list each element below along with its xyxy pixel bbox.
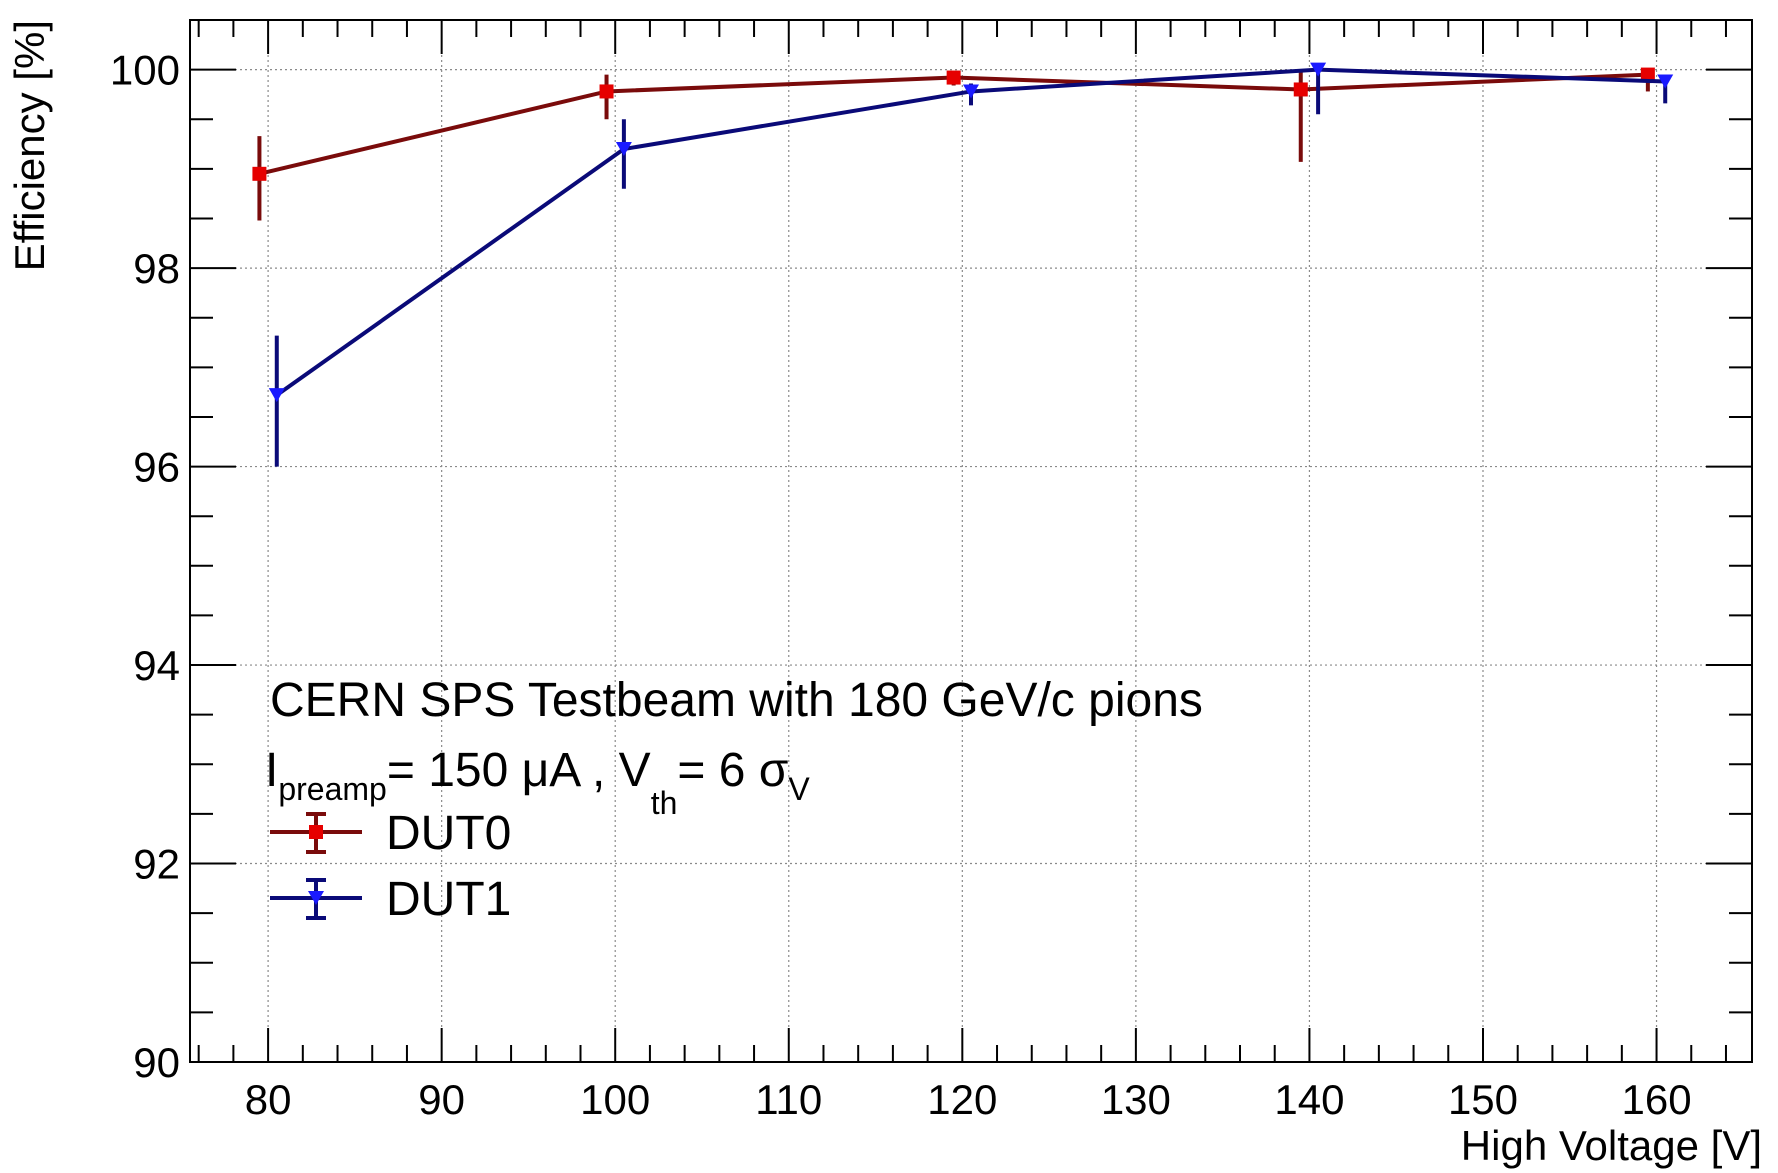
y-tick-label: 92: [133, 841, 180, 888]
tick-labels: 80 90 100 110 120 130 140 150 160 90 92 94 96 98 100: [110, 47, 1692, 1123]
annotation-line1: CERN SPS Testbeam with 180 GeV/c pions: [270, 674, 1203, 727]
series-line-dut0: [258, 72, 1648, 176]
y-axis-title: Efficiency [%]: [6, 20, 53, 271]
x-tick-label: 160: [1622, 1076, 1692, 1123]
x-tick-label: 90: [418, 1076, 465, 1123]
data-point-dut0: [946, 70, 961, 85]
data-point-dut1: [268, 388, 285, 403]
data-point-dut0: [1293, 82, 1308, 97]
plot-frame: [189, 19, 1753, 1063]
grid-lines: [190, 20, 1752, 1063]
annotation-V-sub: th: [651, 785, 678, 821]
data-point-dut0: [599, 84, 614, 99]
x-tick-label: 100: [580, 1076, 650, 1123]
x-tick-label: 140: [1274, 1076, 1344, 1123]
legend-label-dut1: DUT1: [386, 873, 511, 926]
series-dut1: [268, 62, 1674, 467]
legend-entry-dut0: DUT0: [270, 807, 511, 860]
annotation-eq1: = 150 μA , V: [387, 744, 651, 797]
data-point-dut0: [252, 166, 267, 181]
annotation-line2: Ipreamp= 150 μA , Vth= 6 σV: [265, 744, 810, 821]
y-tick-label: 98: [133, 245, 180, 292]
data-point-dut0: [1640, 67, 1655, 82]
y-tick-label: 94: [133, 642, 180, 689]
x-tick-label: 120: [927, 1076, 997, 1123]
annotation-eq2: = 6 σ: [677, 744, 788, 797]
y-tick-label: 96: [133, 444, 180, 491]
data-point-dut1: [963, 84, 979, 99]
data-point-dut1: [1310, 62, 1327, 77]
data-series: [252, 62, 1674, 467]
legend-marker-dut0: [309, 825, 323, 839]
y-tick-label: 90: [133, 1039, 180, 1086]
series-dut0: [252, 67, 1655, 221]
x-tick-label: 110: [755, 1076, 822, 1123]
annotation-I: I: [265, 744, 278, 797]
x-tick-label: 130: [1101, 1076, 1171, 1123]
x-tick-label: 150: [1448, 1076, 1518, 1123]
legend: DUT0 DUT1: [270, 807, 511, 926]
x-tick-label: 80: [245, 1076, 292, 1123]
data-point-dut1: [615, 142, 632, 157]
legend-label-dut0: DUT0: [386, 807, 511, 860]
axis-ticks: [190, 19, 1752, 1063]
y-tick-label: 100: [110, 47, 180, 94]
legend-entry-dut1: DUT1: [270, 873, 511, 926]
legend-marker-dut1: [308, 891, 324, 905]
x-axis-title: High Voltage [V]: [1461, 1122, 1762, 1169]
annotation-sigma-sub: V: [788, 771, 810, 807]
annotation-I-sub: preamp: [278, 771, 387, 807]
data-point-dut1: [1657, 74, 1674, 89]
